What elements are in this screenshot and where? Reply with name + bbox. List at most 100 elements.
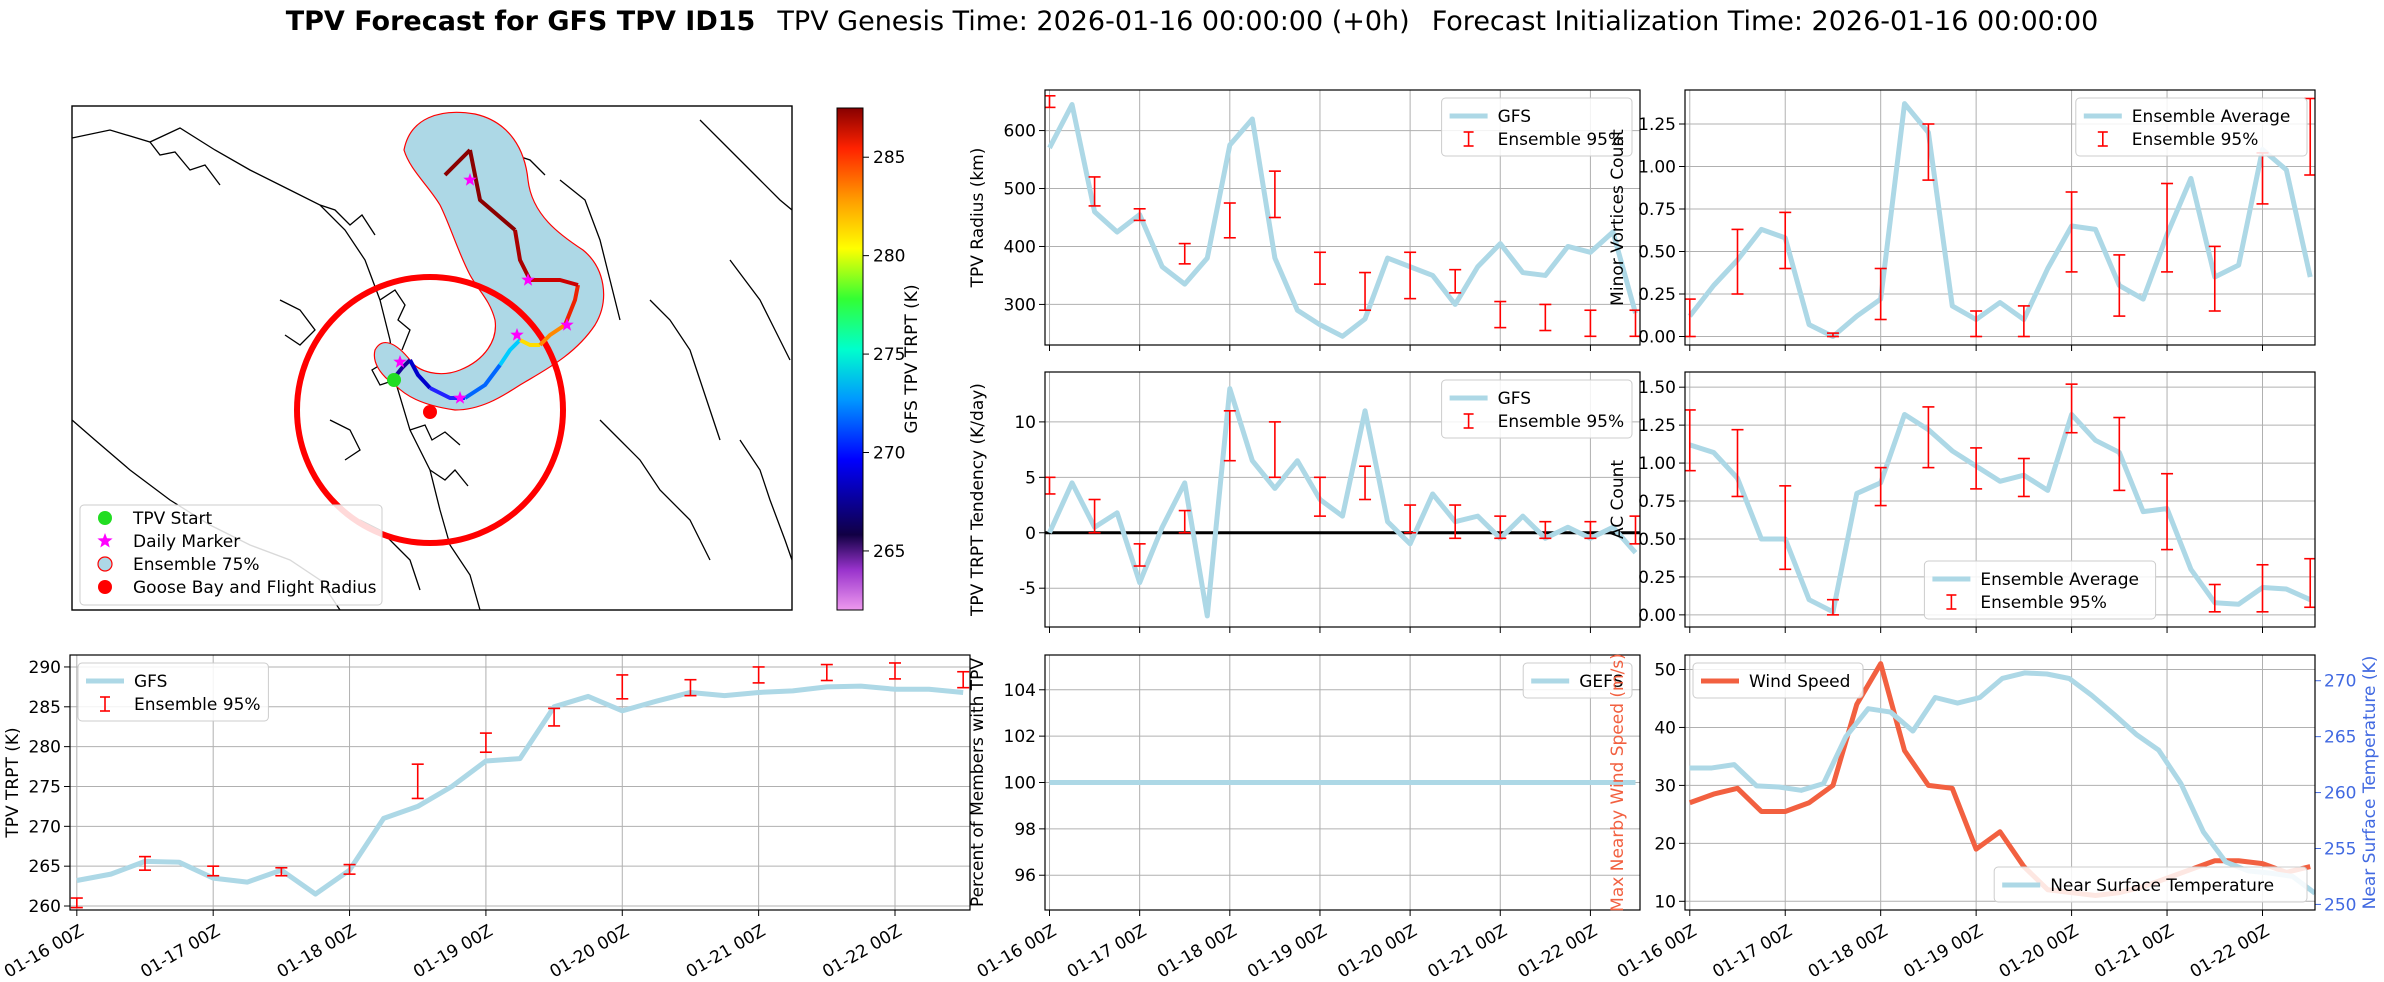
colorbar-tick-label: 275 (873, 345, 905, 365)
ensemble-errorbar (2304, 557, 2315, 609)
axes-frame (69, 654, 971, 911)
y-tick-label: 96 (1014, 866, 1036, 886)
ensemble-errorbar (411, 763, 424, 800)
x-tick-label: 01-16 00Z (974, 921, 1060, 982)
ensemble-errorbar (1874, 466, 1887, 507)
map-panel: TPV Start Daily Marker Ensemble 75% Goose B… (71, 105, 793, 611)
coastline (319, 204, 376, 236)
ensemble-75-envelope (373, 111, 605, 411)
y-axis-label: TPV TRPT Tendency (K/day) (968, 383, 988, 617)
ensemble-errorbar (2304, 97, 2315, 176)
series-line (1047, 386, 1638, 619)
ensemble-errorbar (1178, 509, 1191, 534)
ensemble-errorbar (616, 674, 629, 700)
title-genesis: TPV Genesis Time: 2026-01-16 00:00:00 (+… (777, 6, 1410, 37)
daily-marker-star (521, 273, 535, 286)
ensemble-errorbar (2161, 472, 2174, 551)
ensemble-errorbar (2065, 191, 2078, 273)
coastline (429, 469, 469, 487)
y-tick-label: 270 (29, 817, 61, 837)
tpv-track-segment (468, 149, 517, 232)
colorbar-tick-label: 280 (873, 247, 905, 267)
x-tick-label: 01-21 00Z (1424, 921, 1510, 982)
y-tick-label: 275 (29, 777, 61, 797)
ensemble-errorbar (1268, 421, 1281, 479)
legend-label: GFS (134, 672, 167, 692)
ensemble-errorbar (1970, 310, 1983, 338)
ensemble-errorbar (70, 897, 83, 909)
axes-frame (1684, 89, 2316, 346)
legend-label: Ensemble Average (1980, 570, 2139, 590)
ensemble-errorbar (2208, 583, 2221, 613)
series-line (1047, 101, 1638, 339)
legend: GEFS (1522, 662, 1633, 699)
x-tick-label: 01-17 00Z (137, 921, 223, 982)
daily-marker-star (560, 318, 574, 331)
ensemble-errorbar (1826, 332, 1839, 338)
series-line (1689, 412, 2312, 615)
ensemble-errorbar (2065, 383, 2078, 434)
ensemble-errorbar (207, 865, 220, 877)
y-tick-label: 300 (1004, 295, 1036, 315)
y-tick-label: 0.00 (1638, 328, 1676, 348)
tpv-track-segment (530, 278, 579, 287)
x-tick-label: 01-18 00Z (1154, 921, 1240, 982)
y-tick-label: 98 (1014, 820, 1036, 840)
y-tick-label: 104 (1004, 681, 1036, 701)
legend-label: Near Surface Temperature (2050, 876, 2274, 896)
axes-frame (1044, 89, 1641, 346)
y-axis-label: Max Nearby Wind Speed (m/s) (1608, 653, 1628, 912)
x-tick-label: 01-20 00Z (1334, 921, 1420, 982)
y-tick-label: 290 (29, 658, 61, 678)
x-tick-label: 01-22 00Z (1515, 921, 1601, 982)
ensemble-errorbar (1779, 485, 1792, 571)
y-tick-label: 500 (1004, 180, 1036, 200)
y-axis-label: TPV TRPT (K) (3, 727, 23, 838)
ensemble-errorbar (1731, 428, 1744, 498)
ensemble-errorbar (2256, 563, 2269, 613)
tpv-track-segment (443, 148, 472, 177)
y-tick-label: 102 (1004, 727, 1036, 747)
coastline (699, 119, 792, 211)
ensemble-errorbar (1826, 598, 1839, 616)
legend: Near Surface Temperature (1993, 866, 2308, 903)
ensemble-errorbar (1584, 309, 1597, 338)
y2-tick-label: 265 (2324, 728, 2356, 748)
daily-marker-star (453, 391, 467, 404)
ensemble-errorbar (1268, 170, 1281, 219)
legend-label: Ensemble 95% (1498, 412, 1625, 432)
y-tick-label: 0.75 (1638, 200, 1676, 220)
tpv-track-segment (519, 338, 540, 347)
y-tick-label: 30 (1654, 776, 1676, 796)
panel-ac: 0.00 0.25 0.50 0.75 1.00 1.25 1.50 AC Count Ense… (1608, 371, 2316, 633)
y-tick-label: 0.75 (1638, 492, 1676, 512)
legend: GFS Ensemble 95% (1441, 97, 1633, 157)
legend-marker (97, 556, 113, 572)
coastline (739, 439, 792, 561)
ensemble-errorbar (1494, 300, 1507, 329)
daily-marker-star (393, 355, 407, 368)
ensemble-errorbar (1449, 268, 1462, 294)
ensemble-errorbar (343, 863, 356, 875)
legend-marker (97, 533, 113, 548)
ensemble-errorbar (684, 678, 697, 697)
legend-label: Daily Marker (133, 532, 240, 552)
series-line (76, 683, 964, 897)
coastline (379, 289, 411, 351)
panel-minor: 0.00 0.25 0.50 0.75 1.00 1.25 Minor Vortices C… (1608, 89, 2316, 351)
ensemble-errorbar (2208, 245, 2221, 312)
x-tick-label: 01-19 00Z (410, 921, 496, 982)
x-tick-label: 01-17 00Z (1064, 921, 1150, 982)
tpv-track-segment (563, 284, 580, 326)
figure-title: TPV Forecast for GFS TPV ID15 TPV Genesis… (0, 6, 2384, 37)
ensemble-errorbar (1970, 447, 1983, 490)
colorbar-tick-label: 285 (873, 148, 905, 168)
legend-label: Ensemble 95% (1498, 130, 1625, 150)
y2-tick-label: 250 (2324, 895, 2356, 915)
y2-tick-label: 260 (2324, 784, 2356, 804)
x-tick-label: 01-20 00Z (1996, 921, 2082, 982)
ensemble-errorbar (2161, 182, 2174, 273)
y-tick-label: 1.25 (1638, 115, 1676, 135)
ensemble-errorbar (2113, 254, 2126, 317)
ensemble-errorbar (752, 666, 765, 684)
